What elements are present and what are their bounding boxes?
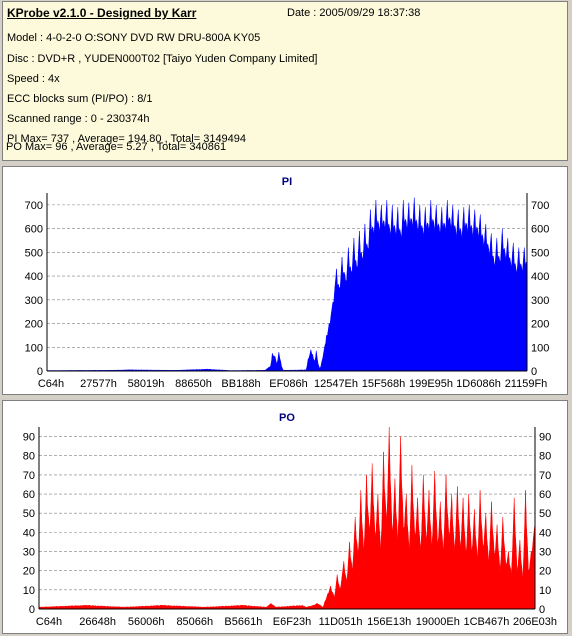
series-area <box>38 426 536 610</box>
y-tick-left: 300 <box>25 295 43 307</box>
x-tick-label: 85066h <box>176 616 213 628</box>
x-tick-label: B5661h <box>224 616 262 628</box>
y-tick-left: 90 <box>23 432 35 444</box>
y-tick-right: 60 <box>539 489 551 501</box>
x-tick-label: 156E13h <box>367 616 411 628</box>
y-tick-right: 300 <box>531 295 549 307</box>
app-title: KProbe v2.1.0 - Designed by Karr <box>7 6 197 20</box>
po-summary: PO Max= 96 , Average= 5.27 , Total= 3408… <box>6 141 227 153</box>
y-tick-left: 60 <box>23 489 35 501</box>
scanned-range: Scanned range : 0 - 230374h <box>7 113 150 125</box>
x-tick-label: 27577h <box>80 378 117 390</box>
y-tick-right: 100 <box>531 342 549 354</box>
y-tick-right: 0 <box>539 604 545 616</box>
y-tick-left: 70 <box>23 470 35 482</box>
series-area <box>46 197 528 372</box>
y-tick-left: 80 <box>23 451 35 463</box>
x-tick-label: 1D6086h <box>456 378 501 390</box>
x-tick-label: 58019h <box>128 378 165 390</box>
y-tick-left: 50 <box>23 508 35 520</box>
y-tick-right: 20 <box>539 566 551 578</box>
drive-model: Model : 4-0-2-0 O:SONY DVD RW DRU-800A K… <box>7 32 261 44</box>
y-tick-right: 400 <box>531 271 549 283</box>
x-tick-label: 26648h <box>79 616 116 628</box>
chart-title: PI <box>282 176 292 188</box>
x-tick-label: 12547Eh <box>314 378 358 390</box>
y-tick-left: 500 <box>25 247 43 259</box>
disc-info: Disc : DVD+R , YUDEN000T02 [Taiyo Yuden … <box>7 53 318 65</box>
y-tick-left: 30 <box>23 547 35 559</box>
x-tick-label: 56006h <box>128 616 165 628</box>
x-tick-label: 1CB467h <box>463 616 509 628</box>
x-tick-label: BB188h <box>221 378 260 390</box>
y-tick-right: 200 <box>531 319 549 331</box>
x-tick-label: E6F23h <box>273 616 312 628</box>
pi-chart: PI 0 0 100 100 200 200 300 300 400 400 500 500 600 600… <box>25 176 550 390</box>
y-tick-right: 0 <box>531 366 537 378</box>
scan-speed: Speed : 4x <box>7 73 60 85</box>
y-tick-right: 500 <box>531 247 549 259</box>
po-chart-panel: PO 0 0 10 10 20 20 30 30 40 40 50 50 60 60 70 70 80 80 90 90… <box>2 400 568 634</box>
y-tick-right: 30 <box>539 547 551 559</box>
x-tick-label: C64h <box>36 616 62 628</box>
scan-info-panel: KProbe v2.1.0 - Designed by Karr Date : … <box>2 1 568 161</box>
y-tick-right: 90 <box>539 432 551 444</box>
y-tick-right: 600 <box>531 224 549 236</box>
y-tick-left: 700 <box>25 200 43 212</box>
y-tick-left: 100 <box>25 342 43 354</box>
pi-summary: PI Max= 737 , Average= 194.80 , Total= 3… <box>7 133 247 145</box>
x-tick-label: 19000Eh <box>416 616 460 628</box>
y-tick-left: 40 <box>23 527 35 539</box>
y-tick-left: 0 <box>29 604 35 616</box>
y-tick-right: 50 <box>539 508 551 520</box>
y-tick-right: 70 <box>539 470 551 482</box>
x-tick-label: 88650h <box>175 378 212 390</box>
chart-title: PO <box>279 412 295 424</box>
y-tick-right: 700 <box>531 200 549 212</box>
x-tick-label: 11D051h <box>319 616 363 628</box>
x-tick-label: 206E03h <box>513 616 557 628</box>
pi-chart-panel: PI 0 0 100 100 200 200 300 300 400 400 500 500 600 600… <box>2 166 568 395</box>
ecc-blocks: ECC blocks sum (PI/PO) : 8/1 <box>7 93 153 105</box>
y-tick-right: 40 <box>539 527 551 539</box>
x-tick-label: EF086h <box>269 378 308 390</box>
y-tick-right: 10 <box>539 585 551 597</box>
po-chart: PO 0 0 10 10 20 20 30 30 40 40 50 50 60 60 70 70 80 80 90 90… <box>23 412 557 628</box>
y-tick-left: 600 <box>25 224 43 236</box>
y-tick-right: 80 <box>539 451 551 463</box>
y-tick-left: 400 <box>25 271 43 283</box>
y-tick-left: 200 <box>25 319 43 331</box>
y-tick-left: 20 <box>23 566 35 578</box>
x-tick-label: 15F568h <box>362 378 405 390</box>
x-tick-label: C64h <box>38 378 64 390</box>
y-tick-left: 0 <box>37 366 43 378</box>
y-tick-left: 10 <box>23 585 35 597</box>
x-tick-label: 21159Fh <box>505 378 548 390</box>
scan-date: Date : 2005/09/29 18:37:38 <box>287 7 421 19</box>
x-tick-label: 199E95h <box>409 378 453 390</box>
